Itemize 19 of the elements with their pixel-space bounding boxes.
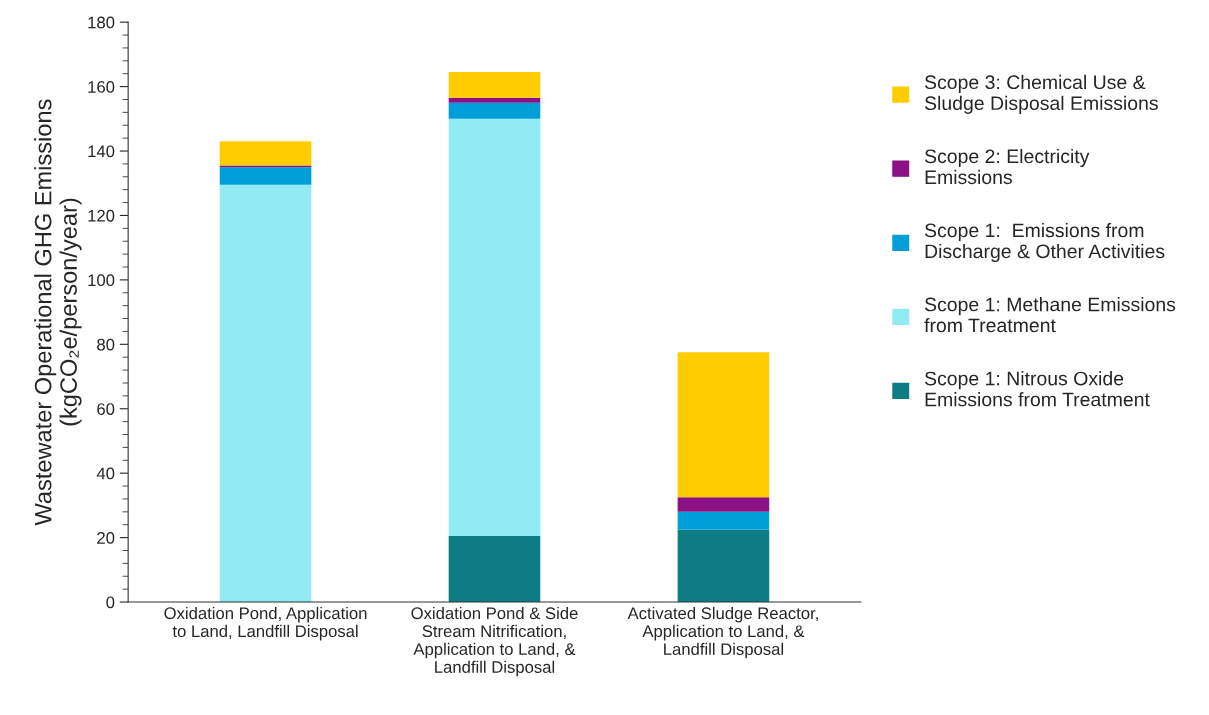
legend-label: Scope 2: Electricity Emissions	[924, 148, 1090, 185]
x-tick-label: Oxidation Pond, Application to Land, Landfill Disposal	[164, 606, 367, 641]
legend-label: Scope 1: Nitrous Oxide Emissions from Treatment	[924, 371, 1150, 407]
y-tick-label: 100	[88, 274, 115, 287]
y-tick-label: 40	[96, 467, 115, 480]
y-tick-label: 120	[88, 209, 115, 222]
y-tick-label: 180	[88, 16, 115, 29]
y-tick-label: 0	[106, 596, 115, 609]
legend-label: Scope 3: Chemical Use & Sludge Disposal Emissions	[924, 74, 1158, 114]
y-tick-label: 60	[97, 403, 115, 415]
y-tick-label: 20	[97, 532, 115, 544]
y-tick-label: 80	[97, 338, 115, 351]
y-tick-label: 140	[88, 145, 115, 158]
x-tick-label: Oxidation Pond & Side Stream Nitrification, Application to Land, & Landfill Disposal	[411, 606, 578, 677]
y-axis-title: Wastewater Operational GHG Emissions (kgCO₂e/person/year)	[34, 99, 82, 526]
legend-label: Scope 1: Methane Emissions from Treatment	[924, 297, 1176, 333]
legend-label: Scope 1: Emissions from Discharge & Other Activities	[924, 222, 1165, 263]
x-tick-label: Activated Sludge Reactor, Application to Land, & Landfill Disposal	[627, 606, 818, 659]
y-tick-label: 160	[88, 81, 115, 93]
